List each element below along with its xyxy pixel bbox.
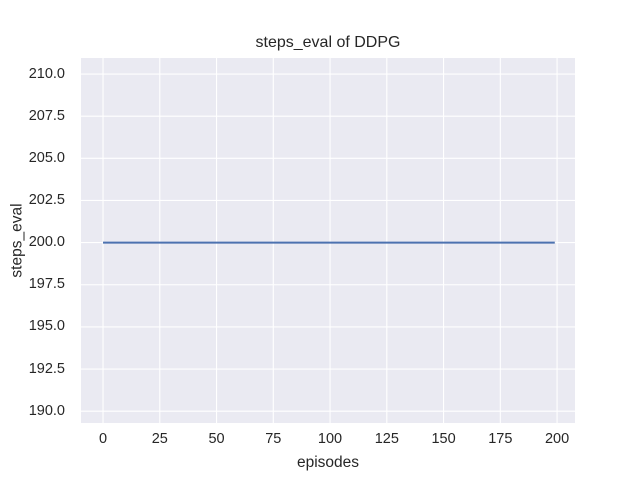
plot-background bbox=[81, 58, 575, 423]
x-tick-label: 75 bbox=[265, 431, 282, 447]
y-tick-label: 195.0 bbox=[28, 318, 65, 335]
x-tick-label: 100 bbox=[317, 431, 343, 447]
x-tick-label: 125 bbox=[374, 431, 399, 447]
y-tick-label: 200.0 bbox=[28, 234, 65, 251]
y-tick-label: 205.0 bbox=[28, 149, 65, 166]
x-tick-label: 25 bbox=[151, 431, 168, 447]
y-tick-label: 207.5 bbox=[28, 107, 65, 124]
y-tick-label: 202.5 bbox=[28, 191, 65, 208]
y-axis-label: steps_eval bbox=[8, 203, 26, 278]
chart-title: steps_eval of DDPG bbox=[255, 34, 401, 51]
y-tick-label: 190.0 bbox=[28, 402, 65, 419]
x-tick-label: 200 bbox=[544, 431, 570, 447]
y-tick-label: 210.0 bbox=[28, 65, 65, 82]
x-axis-label: episodes bbox=[296, 454, 360, 471]
x-tick-label: 175 bbox=[488, 431, 513, 447]
y-tick-label: 192.5 bbox=[28, 360, 65, 377]
x-tick-label: 50 bbox=[208, 431, 225, 447]
x-tick-label: 0 bbox=[98, 431, 108, 447]
y-tick-label: 197.5 bbox=[28, 276, 65, 293]
x-tick-label: 150 bbox=[431, 431, 456, 447]
